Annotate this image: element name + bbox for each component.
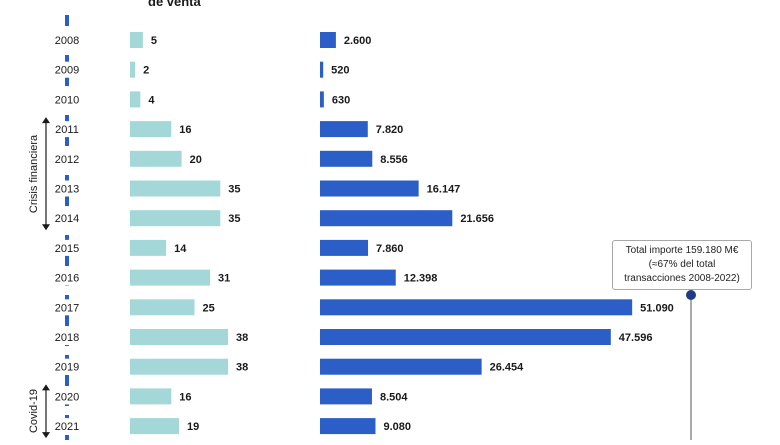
bar-series2 <box>320 180 419 197</box>
year-label: 2020 <box>55 391 79 403</box>
data-label-series1: 16 <box>179 391 191 403</box>
year-label: 2010 <box>55 94 79 106</box>
data-label-series2: 7.860 <box>376 243 404 255</box>
data-label-series2: 9.080 <box>383 421 411 433</box>
data-label-series1: 38 <box>236 362 248 374</box>
data-label-series2: 520 <box>331 65 349 77</box>
bar-series2 <box>320 210 453 227</box>
data-label-series2: 2.600 <box>344 35 372 47</box>
year-label-bg <box>47 150 87 167</box>
data-label-series1: 35 <box>228 213 240 225</box>
bar-series1 <box>130 299 195 316</box>
data-label-series1: 5 <box>151 35 157 47</box>
annotation-dot <box>686 290 696 300</box>
data-label-series2: 630 <box>332 94 350 106</box>
data-label-series1: 19 <box>187 421 199 433</box>
chart-title: de venta <box>148 0 201 9</box>
data-label-series1: 20 <box>190 154 202 166</box>
bar-series1 <box>130 358 229 375</box>
year-label: 2021 <box>55 421 79 433</box>
data-label-series2: 21.656 <box>460 213 494 225</box>
year-label: 2016 <box>55 273 79 285</box>
period-arrow-down-icon <box>42 432 50 439</box>
bar-series1 <box>130 210 221 227</box>
year-label-bg <box>47 61 87 78</box>
period-label: Crisis financiera <box>28 134 41 213</box>
data-label-series2: 12.398 <box>404 273 438 285</box>
bar-series1 <box>130 269 210 286</box>
bar-series1 <box>130 150 182 167</box>
year-label: 2011 <box>55 124 79 136</box>
bar-series1 <box>130 418 180 435</box>
bar-series2 <box>320 239 369 256</box>
data-label-series1: 25 <box>203 302 215 314</box>
data-label-series1: 38 <box>236 332 248 344</box>
year-label-bg <box>47 358 87 375</box>
bar-series2 <box>320 418 376 435</box>
total-annotation: Total importe 159.180 M€ (≈67% del total… <box>612 240 752 290</box>
data-label-series1: 2 <box>143 65 149 77</box>
year-label-bg <box>47 239 87 256</box>
year-label: 2018 <box>55 332 79 344</box>
bar-series2 <box>320 329 611 345</box>
data-label-series2: 8.504 <box>380 391 408 403</box>
bar-series1 <box>130 61 136 78</box>
bar-series2 <box>320 32 336 48</box>
year-label-bg <box>47 91 87 108</box>
bar-series1 <box>130 121 172 138</box>
year-label: 2019 <box>55 362 79 374</box>
bar-series2 <box>320 299 633 316</box>
year-label: 2017 <box>55 302 79 314</box>
annotation-line-3: transacciones 2008-2022) <box>624 273 740 284</box>
data-label-series2: 47.596 <box>619 332 653 344</box>
year-label-bg <box>47 210 87 227</box>
bar-series1 <box>130 239 167 256</box>
bar-series2 <box>320 91 324 108</box>
year-label-bg <box>47 180 87 197</box>
year-label: 2008 <box>55 35 79 47</box>
period-label: Covid-19 <box>28 389 41 434</box>
annotation-line-1: Total importe 159.180 M€ <box>625 245 739 256</box>
year-label-bg <box>47 388 87 405</box>
data-label-series1: 14 <box>174 243 187 255</box>
bar-series1 <box>130 388 172 405</box>
year-label-bg <box>47 418 87 435</box>
bar-series2 <box>320 61 324 78</box>
year-label-bg <box>47 32 87 48</box>
bar-series1 <box>130 91 141 108</box>
year-label-bg <box>47 269 87 286</box>
data-label-series1: 16 <box>179 124 191 136</box>
data-label-series2: 51.090 <box>640 302 674 314</box>
year-label: 2012 <box>55 154 79 166</box>
period-arrow-down-icon <box>42 224 50 231</box>
year-label-bg <box>47 299 87 316</box>
data-label-series1: 31 <box>218 273 230 285</box>
year-label: 2015 <box>55 243 79 255</box>
bar-series2 <box>320 121 368 138</box>
data-label-series1: 35 <box>228 184 240 196</box>
data-label-series2: 8.556 <box>380 154 408 166</box>
period-arrow-up-icon <box>42 384 50 391</box>
year-label-bg <box>47 329 87 345</box>
bar-series2 <box>320 269 396 286</box>
bar-series2 <box>320 150 373 167</box>
year-label: 2009 <box>55 65 79 77</box>
year-label: 2013 <box>55 184 79 196</box>
bar-series1 <box>130 32 143 48</box>
bar-series2 <box>320 388 372 405</box>
bar-series1 <box>130 180 221 197</box>
data-label-series2: 7.820 <box>376 124 404 136</box>
bar-series1 <box>130 329 229 345</box>
data-label-series2: 16.147 <box>427 184 461 196</box>
period-arrow-up-icon <box>42 117 50 124</box>
data-label-series1: 4 <box>148 94 155 106</box>
data-label-series2: 26.454 <box>490 362 525 374</box>
year-label: 2014 <box>55 213 79 225</box>
annotation-line-2: (≈67% del total <box>648 259 716 270</box>
year-label-bg <box>47 121 87 138</box>
bar-series2 <box>320 358 482 375</box>
